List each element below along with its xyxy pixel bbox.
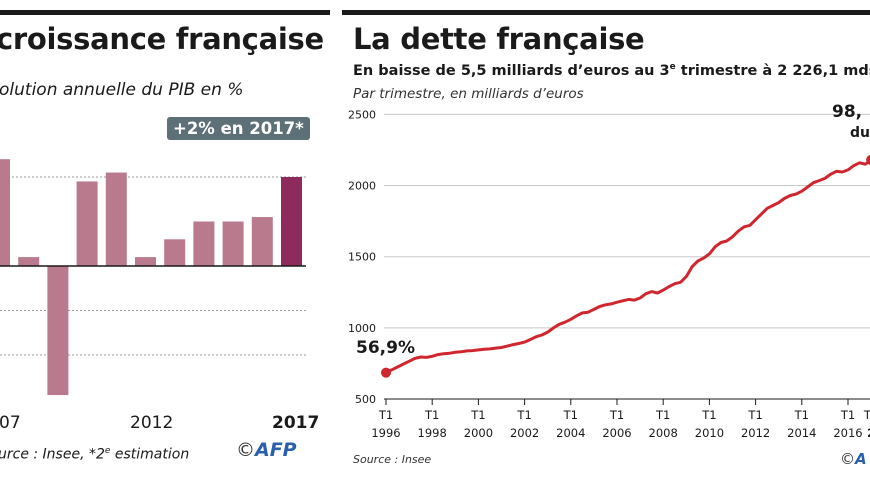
right-subtitle-pre: En baisse de 5,5 milliards d’euros au 3: [353, 62, 670, 79]
debt-xtick-quarter: T1: [747, 408, 762, 422]
debt-xtick-quarter: T1: [701, 408, 716, 422]
left-source-text: urce : Insee, *2: [0, 446, 105, 463]
growth-2017-badge: +2% en 2017*: [167, 117, 310, 140]
bar-xtick-label: 07: [0, 413, 21, 433]
debt-xtick-quarter: T1: [655, 408, 670, 422]
debt-xtick-quarter: T1: [470, 408, 485, 422]
debt-start-point: [381, 367, 391, 378]
right-top-rule: [342, 10, 870, 15]
right-source-note: Source : Insee: [353, 453, 432, 466]
bar-2012: [135, 257, 156, 266]
debt-xtick-year: 2: [867, 426, 870, 440]
bar-2008: [18, 257, 40, 266]
right-chart-title: La dette française: [353, 22, 645, 56]
debt-xtick-quarter: T1: [794, 408, 809, 422]
debt-xtick-year: 2014: [787, 426, 816, 440]
debt-xtick-year: 2012: [741, 426, 770, 440]
left-source-end: estimation: [110, 446, 190, 463]
debt-xtick-year: 2010: [695, 426, 724, 440]
debt-ytick-label: 1000: [348, 322, 376, 335]
debt-ytick-label: 1500: [348, 251, 376, 264]
debt-ytick-label: 2000: [348, 180, 376, 193]
debt-xtick-year: 2002: [510, 426, 539, 440]
debt-xtick-year: 2016: [833, 426, 862, 440]
left-top-rule: [0, 10, 330, 15]
right-subtitle-post: trimestre à 2 226,1 mds d’€: [680, 62, 870, 79]
debt-ytick-label: 500: [355, 393, 376, 406]
debt-ytick-label: 2500: [348, 108, 376, 121]
left-chart-title: croissance française: [0, 22, 324, 56]
bar-2016: [251, 217, 273, 266]
french-debt-panel: La dette française En baisse de 5,5 mill…: [342, 0, 870, 489]
afp-logo-icon-partial: A: [855, 450, 867, 468]
left-source-sup: e: [104, 446, 111, 456]
bar-2011: [105, 172, 127, 266]
gdp-growth-panel: croissance française olution annuelle du…: [0, 0, 330, 489]
debt-xtick-year: 2006: [602, 426, 631, 440]
debt-end-point: [866, 155, 870, 165]
debt-xtick-quarter: T1: [863, 408, 870, 422]
debt-xtick-quarter: T1: [840, 408, 855, 422]
left-afp-logo: ©AFP: [236, 439, 297, 461]
right-chart-subtitle: En baisse de 5,5 milliards d’euros au 3e…: [353, 62, 870, 79]
bar-2009: [47, 266, 69, 396]
debt-line-chart: 5001000150020002500T11996T11998T12000T12…: [348, 102, 870, 440]
debt-annotation-start: 56,9%: [356, 338, 415, 358]
bar-xtick-label: 2017: [272, 413, 319, 433]
bar-2013: [164, 239, 186, 266]
right-subtitle-sup: e: [669, 62, 676, 72]
debt-xtick-quarter: T1: [609, 408, 624, 422]
bar-xtick-label: 2012: [130, 413, 173, 433]
debt-xtick-quarter: T1: [516, 408, 531, 422]
debt-xtick-year: 1996: [371, 426, 400, 440]
right-copyright-symbol: ©: [840, 450, 855, 468]
left-chart-subtitle: olution annuelle du PIB en %: [0, 80, 244, 100]
left-source-note: urce : Insee, *2e estimation: [0, 446, 189, 463]
debt-xtick-year: 2008: [649, 426, 678, 440]
right-unit-note: Par trimestre, en milliards d’euros: [353, 86, 584, 102]
right-afp-logo: ©A: [840, 450, 867, 468]
debt-xtick-year: 2000: [464, 426, 493, 440]
gdp-bar-chart: 07 2012 2017: [0, 159, 319, 433]
debt-xtick-year: 2004: [556, 426, 585, 440]
debt-annotation-end: 98,: [832, 102, 862, 122]
debt-xtick-quarter: T1: [378, 408, 393, 422]
bar-2010: [76, 181, 98, 266]
afp-logo-icon: AFP: [255, 439, 297, 461]
bar-2017: [281, 177, 302, 266]
bar-2007: [0, 159, 10, 266]
debt-xtick-quarter: T1: [563, 408, 578, 422]
left-copyright-symbol: ©: [236, 439, 255, 461]
bar-2015: [222, 221, 244, 266]
bar-2014: [193, 221, 215, 266]
debt-annotation-end-sub: du: [850, 125, 870, 141]
debt-xtick-year: 1998: [418, 426, 447, 440]
debt-series-line: [385, 158, 870, 375]
debt-xtick-quarter: T1: [424, 408, 439, 422]
